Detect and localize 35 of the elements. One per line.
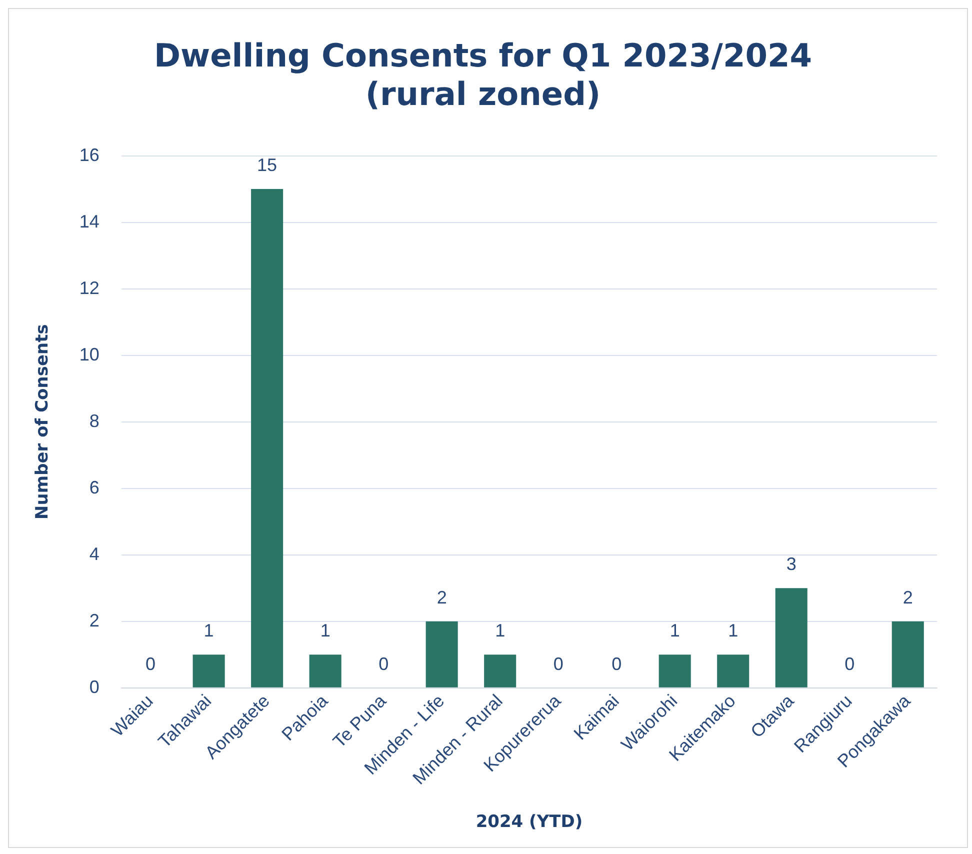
y-tick-label: 6	[89, 477, 100, 498]
data-label: 0	[378, 654, 389, 674]
x-axis-title: 2024 (YTD)	[476, 812, 583, 832]
data-label: 1	[728, 620, 738, 641]
y-tick-label: 14	[79, 211, 100, 232]
bar	[658, 654, 691, 688]
data-label: 0	[553, 654, 564, 674]
data-label: 1	[495, 620, 506, 641]
bar	[484, 654, 516, 688]
y-tick-label: 10	[79, 344, 100, 364]
chart-title: Dwelling Consents for Q1 2023/2024 (rural zoned)	[154, 36, 812, 113]
data-label: 2	[902, 587, 913, 608]
data-label: 1	[204, 620, 214, 641]
y-tick-label: 16	[79, 144, 100, 165]
bar	[892, 621, 924, 688]
y-axis-title: Number of Consents	[32, 324, 53, 520]
bar	[717, 654, 750, 688]
bar	[309, 654, 342, 688]
y-tick-label: 0	[89, 676, 100, 697]
data-label: 2	[436, 587, 447, 608]
data-label: 1	[320, 620, 330, 641]
bar	[192, 654, 225, 688]
y-tick-label: 2	[89, 610, 100, 630]
data-label: 15	[257, 155, 278, 176]
bar	[251, 189, 284, 688]
y-tick-label: 4	[89, 544, 100, 564]
y-tick-label: 8	[89, 410, 100, 431]
bar	[775, 588, 808, 688]
data-label: 1	[670, 620, 680, 641]
bar	[426, 621, 458, 688]
data-label: 3	[786, 554, 796, 574]
data-label: 0	[844, 654, 855, 674]
data-label: 0	[146, 654, 156, 674]
y-tick-label: 12	[79, 278, 100, 298]
data-label: 0	[612, 654, 622, 674]
